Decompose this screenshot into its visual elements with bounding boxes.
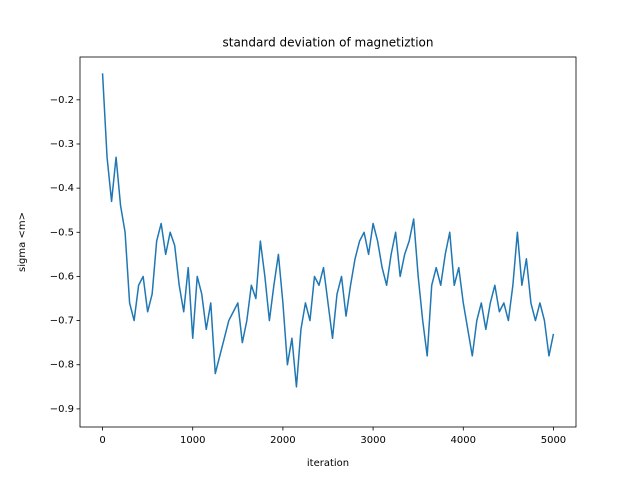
y-tick-label: −0.8 (50, 360, 74, 371)
y-tick-label: −0.4 (50, 183, 74, 194)
x-tick-label: 5000 (541, 435, 566, 446)
y-tick-label: −0.3 (50, 139, 74, 150)
chart-title: standard deviation of magnetiztion (223, 36, 434, 50)
y-tick-label: −0.9 (50, 404, 74, 415)
y-tick-label: −0.7 (50, 316, 74, 327)
x-tick-label: 1000 (180, 435, 205, 446)
y-axis-label: sigma <m> (17, 212, 28, 272)
axes-frame (79, 56, 577, 428)
y-tick-label: −0.5 (50, 227, 74, 238)
x-tick-label: 4000 (451, 435, 476, 446)
x-tick-label: 0 (99, 435, 105, 446)
data-line (101, 73, 555, 388)
x-tick-label: 2000 (270, 435, 295, 446)
x-axis-label: iteration (307, 458, 349, 469)
y-tick-label: −0.2 (50, 95, 74, 106)
y-tick-label: −0.6 (50, 271, 74, 282)
x-tick-label: 3000 (360, 435, 385, 446)
